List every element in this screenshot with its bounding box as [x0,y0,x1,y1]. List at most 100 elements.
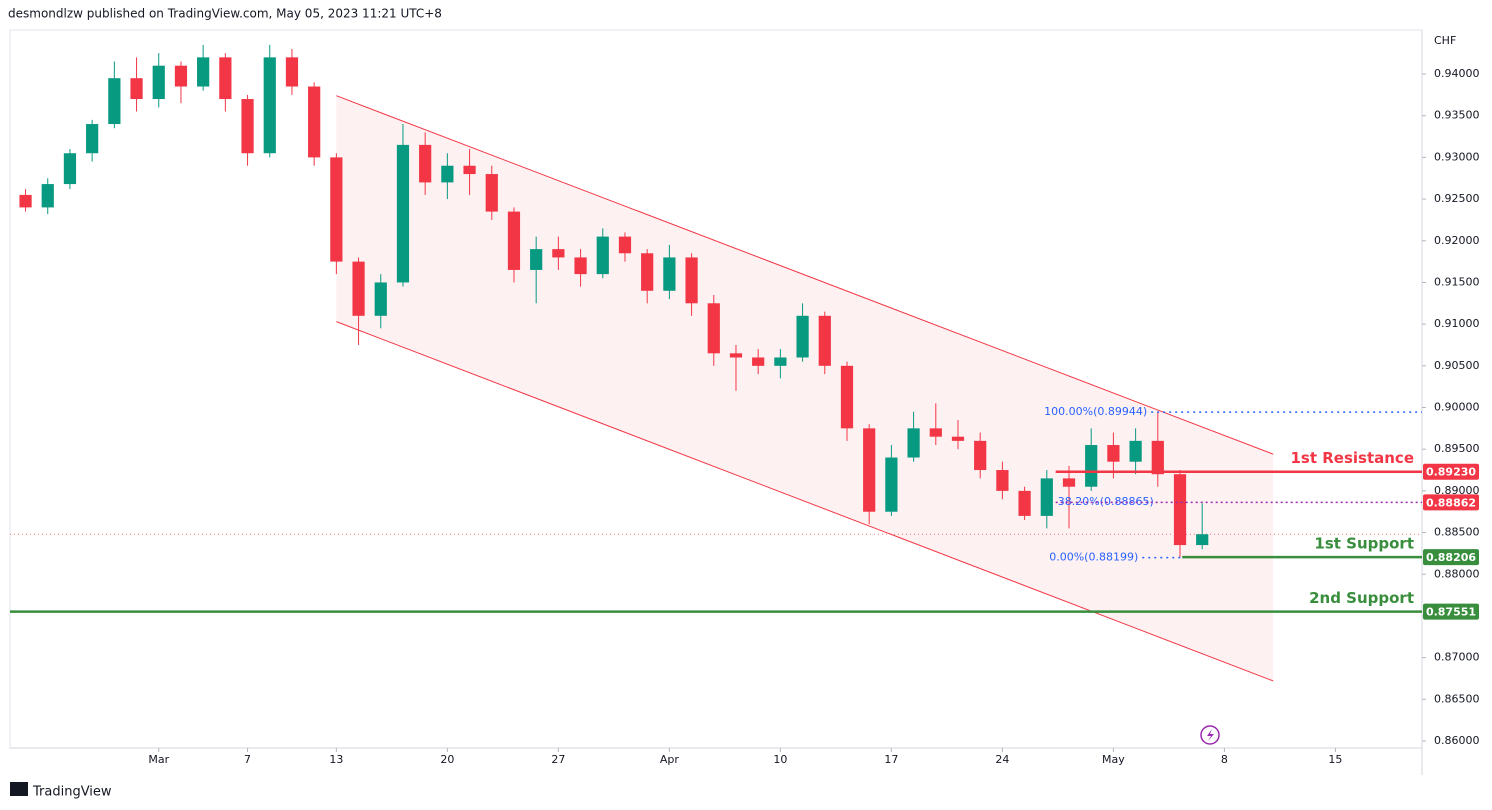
candle-body [507,211,521,270]
channel-line [336,95,1274,455]
x-tick-label: 27 [551,753,565,766]
candle-body [396,144,410,283]
x-tick-label: 20 [440,753,454,766]
candle-body [974,440,987,471]
candle-body [219,57,232,100]
level-name: 1st Support [1314,535,1414,553]
y-tick-label: 0.91000 [1434,317,1480,330]
candle-body [463,165,476,175]
y-tick-label: 0.88000 [1434,567,1480,580]
candle-body [108,78,121,125]
price-tag-label: 0.88206 [1426,551,1476,564]
candle-body [130,78,143,100]
candle-body [774,357,787,366]
candle-body [1173,474,1187,546]
candle-body [552,249,565,258]
y-tick-label: 0.89500 [1434,442,1480,455]
candle-body [1107,445,1120,462]
y-tick-label: 0.90500 [1434,359,1480,372]
candle-body [1040,478,1053,516]
price-tag-label: 0.87551 [1426,606,1476,619]
candle-body [574,257,587,275]
x-tick-label: 10 [773,753,787,766]
candle-body [752,357,765,366]
channel-fill [336,95,1274,681]
fib-label: 100.00%(0.89944) [1044,405,1147,418]
price-tag [1423,549,1479,566]
candle-body [996,470,1009,491]
candle-body [308,86,321,158]
candle-body [285,57,299,87]
candle-body [840,365,854,429]
x-tick-label: May [1102,753,1125,766]
candle-body [1196,534,1209,546]
currency: CHF [1434,34,1456,47]
candle-body [419,144,432,183]
candle-body [19,194,32,208]
candle-body [663,257,676,291]
y-tick-label: 0.87000 [1434,651,1480,664]
candle-body [174,65,188,87]
price-tag [1423,463,1479,480]
y-tick-label: 0.93500 [1434,109,1480,122]
x-tick-label: 7 [244,753,251,766]
candle-body [330,157,343,262]
x-tick-label: 17 [884,753,898,766]
candle-body [729,353,743,358]
candle-body [951,436,965,441]
y-tick-label: 0.94000 [1434,67,1480,80]
brand: TradingView [32,785,112,800]
candle-body [885,457,898,512]
candle-body [796,315,809,358]
candle-body [41,184,54,208]
candle-body [863,428,876,512]
y-tick-label: 0.86500 [1434,692,1480,705]
candle-body [441,165,454,183]
fib-label: 38.20%(0.88865) [1058,495,1154,508]
bolt-icon [1200,725,1220,745]
x-tick-label: 13 [329,753,343,766]
x-tick-label: 15 [1328,753,1342,766]
candle-body [618,236,632,254]
price-tag-label: 0.89230 [1426,466,1476,479]
y-tick-label: 0.86000 [1434,734,1480,747]
header: desmondlzw published on TradingView.com,… [8,7,442,21]
candle-body [374,282,387,316]
candle-body [1062,478,1076,487]
candle-body [63,153,77,185]
candle-body [263,57,276,154]
y-tick-label: 0.88500 [1434,526,1480,539]
candle-body [818,315,831,366]
candle-body [530,249,543,270]
candle-body [1151,440,1164,475]
fib-label: 0.00%(0.88199) [1049,551,1138,564]
candle-body [707,303,720,354]
level-name: 1st Resistance [1290,449,1414,467]
price-tag-label: 0.88862 [1426,496,1476,509]
y-tick-label: 0.90000 [1434,401,1480,414]
candle-body [152,65,165,100]
candle-body [241,99,254,154]
candle-body [352,261,365,316]
candle-body [1018,490,1031,516]
candle-body [596,236,609,275]
candle-body [907,428,920,458]
y-tick-label: 0.89000 [1434,484,1480,497]
candle-body [86,124,99,154]
brand-logo [10,782,28,796]
candle-body [197,57,210,87]
price-tag [1423,494,1479,511]
candle-body [485,174,498,212]
x-tick-label: Apr [660,753,680,766]
candle-body [685,257,698,304]
channel-line [336,321,1274,682]
candle-body [1085,445,1098,487]
candle-body [929,428,942,437]
x-tick-label: 8 [1221,753,1228,766]
level-name: 2nd Support [1309,589,1414,607]
candle-body [1129,440,1142,462]
x-tick-label: Mar [148,753,169,766]
y-tick-label: 0.93000 [1434,150,1480,163]
y-tick-label: 0.92000 [1434,234,1480,247]
